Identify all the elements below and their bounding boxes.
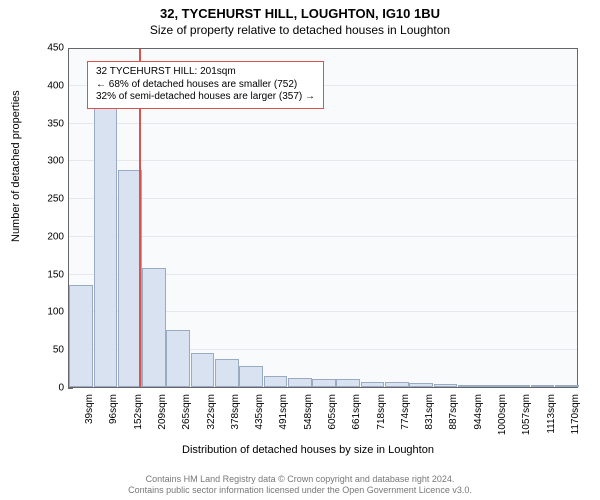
histogram-bar bbox=[118, 170, 142, 387]
footer: Contains HM Land Registry data © Crown c… bbox=[0, 474, 600, 496]
histogram-bar bbox=[482, 385, 506, 387]
footer-line-2: Contains public sector information licen… bbox=[0, 485, 600, 496]
x-tick-label: 322sqm bbox=[206, 394, 217, 444]
x-tick-label: 152sqm bbox=[133, 394, 144, 444]
x-tick-label: 491sqm bbox=[278, 394, 289, 444]
histogram-bar bbox=[531, 385, 555, 387]
histogram-bar bbox=[555, 385, 579, 387]
x-tick-label: 661sqm bbox=[351, 394, 362, 444]
chart-container: Number of detached properties 0501001502… bbox=[28, 42, 588, 442]
y-tick-label: 350 bbox=[28, 118, 68, 129]
histogram-bar bbox=[288, 378, 312, 387]
callout-line-2: ← 68% of detached houses are smaller (75… bbox=[96, 79, 315, 92]
histogram-bar bbox=[191, 353, 215, 387]
x-tick-label: 96sqm bbox=[108, 394, 119, 444]
histogram-bar bbox=[385, 382, 409, 387]
histogram-bar bbox=[239, 366, 263, 387]
histogram-bar bbox=[361, 382, 385, 387]
y-tick-label: 0 bbox=[28, 383, 68, 394]
y-tick-label: 400 bbox=[28, 80, 68, 91]
plot-area: 32 TYCEHURST HILL: 201sqm ← 68% of detac… bbox=[68, 48, 578, 388]
x-tick-label: 39sqm bbox=[84, 394, 95, 444]
histogram-bar bbox=[215, 359, 239, 387]
x-tick-label: 378sqm bbox=[230, 394, 241, 444]
x-tick-label: 1000sqm bbox=[497, 394, 508, 444]
callout-line-3: 32% of semi-detached houses are larger (… bbox=[96, 91, 315, 104]
x-tick-label: 944sqm bbox=[473, 394, 484, 444]
x-tick-label: 435sqm bbox=[254, 394, 265, 444]
y-tick-label: 200 bbox=[28, 231, 68, 242]
histogram-bar bbox=[506, 385, 530, 387]
histogram-bar bbox=[142, 268, 166, 387]
histogram-bar bbox=[69, 285, 93, 387]
histogram-bar bbox=[94, 104, 118, 387]
x-tick-label: 718sqm bbox=[376, 394, 387, 444]
footer-line-1: Contains HM Land Registry data © Crown c… bbox=[0, 474, 600, 485]
x-tick-label: 887sqm bbox=[448, 394, 459, 444]
x-tick-label: 605sqm bbox=[327, 394, 338, 444]
histogram-bar bbox=[312, 379, 336, 387]
y-tick-label: 150 bbox=[28, 269, 68, 280]
histogram-bar bbox=[409, 383, 433, 387]
x-axis-label: Distribution of detached houses by size … bbox=[28, 444, 588, 456]
x-tick-label: 265sqm bbox=[181, 394, 192, 444]
histogram-bar bbox=[336, 379, 360, 387]
chart-title: 32, TYCEHURST HILL, LOUGHTON, IG10 1BU bbox=[0, 6, 600, 21]
y-axis-label: Number of detached properties bbox=[10, 90, 22, 242]
histogram-bar bbox=[264, 376, 288, 387]
histogram-bar bbox=[458, 385, 482, 387]
x-tick-label: 209sqm bbox=[157, 394, 168, 444]
x-tick-label: 774sqm bbox=[400, 394, 411, 444]
y-tick-label: 300 bbox=[28, 156, 68, 167]
x-tick-label: 1170sqm bbox=[570, 394, 581, 444]
y-tick-label: 450 bbox=[28, 43, 68, 54]
x-tick-label: 548sqm bbox=[303, 394, 314, 444]
x-tick-label: 1057sqm bbox=[521, 394, 532, 444]
y-tick-label: 50 bbox=[28, 345, 68, 356]
callout-box: 32 TYCEHURST HILL: 201sqm ← 68% of detac… bbox=[87, 61, 324, 109]
callout-line-1: 32 TYCEHURST HILL: 201sqm bbox=[96, 66, 315, 79]
y-tick-label: 250 bbox=[28, 194, 68, 205]
y-tick-label: 100 bbox=[28, 307, 68, 318]
x-tick-label: 831sqm bbox=[424, 394, 435, 444]
chart-subtitle: Size of property relative to detached ho… bbox=[0, 23, 600, 37]
histogram-bar bbox=[166, 330, 190, 387]
x-tick-label: 1113sqm bbox=[546, 394, 557, 444]
histogram-bar bbox=[434, 384, 458, 387]
